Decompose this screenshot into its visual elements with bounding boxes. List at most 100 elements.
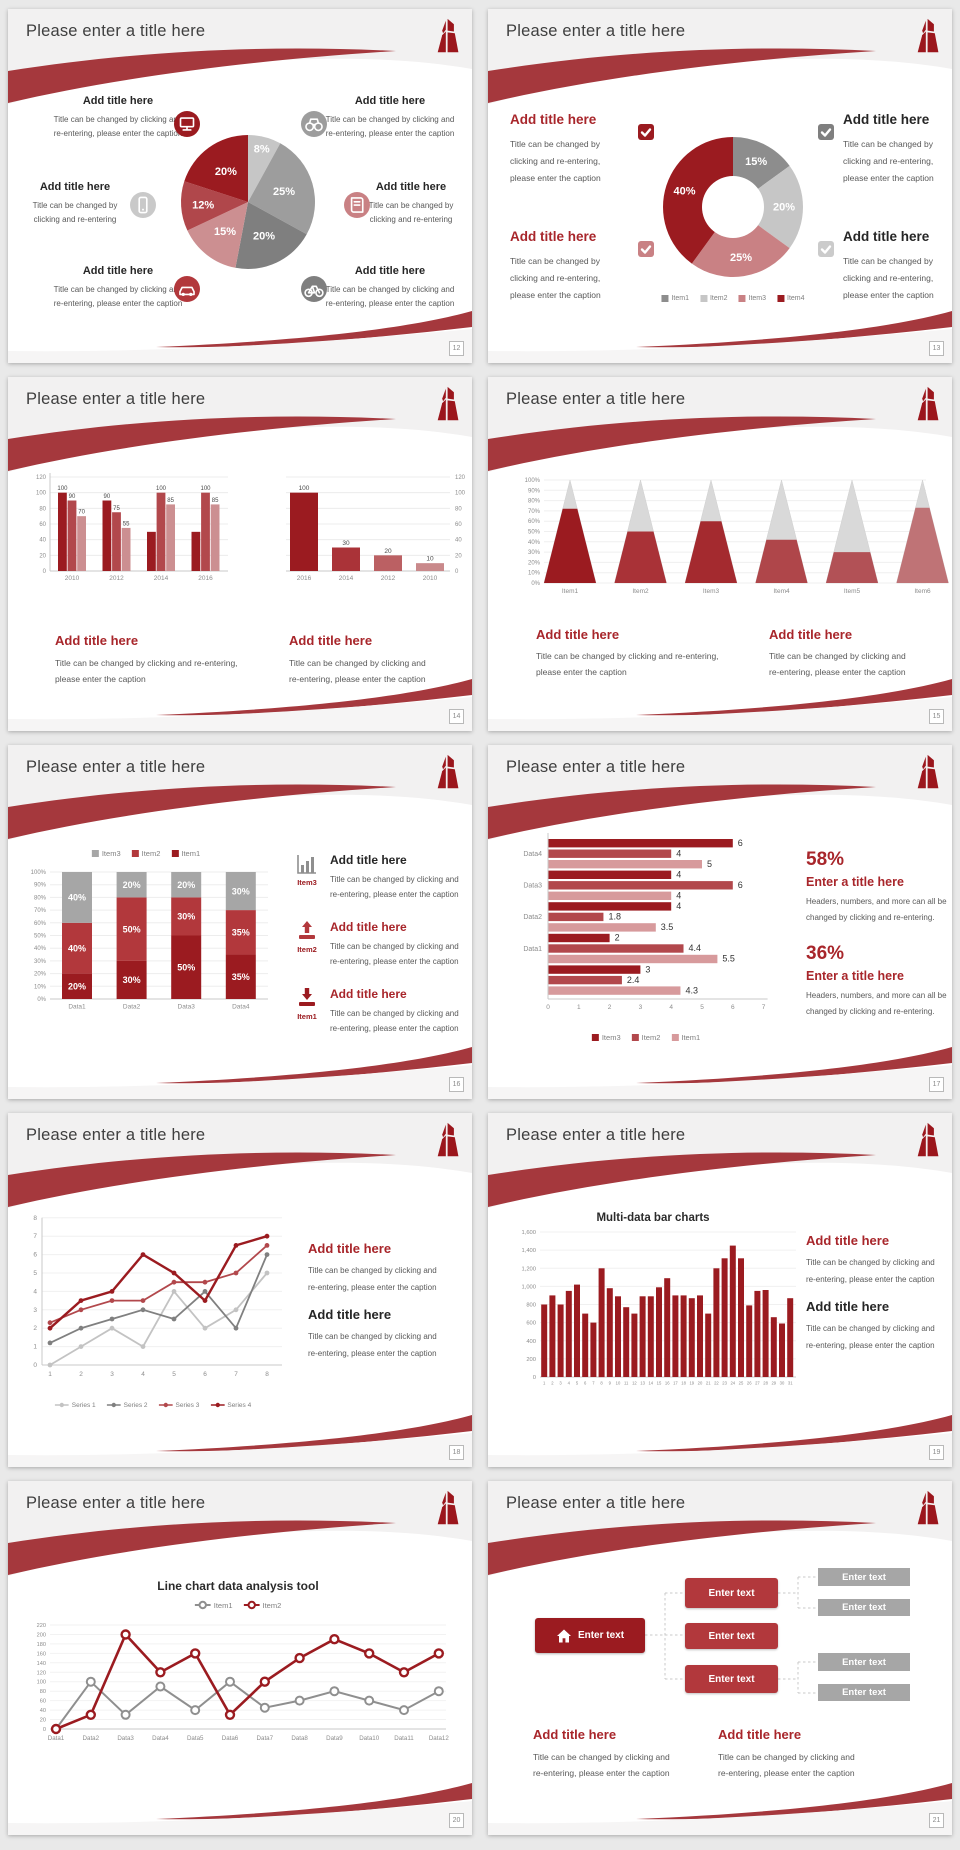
- footer-swoosh-decoration: [8, 311, 472, 363]
- svg-text:0: 0: [533, 1375, 536, 1381]
- svg-text:Data1: Data1: [48, 1735, 65, 1742]
- caption-line: Title can be changed by clicking and: [325, 115, 455, 124]
- caption-line: Title can be changed by clicking and: [308, 1266, 437, 1275]
- svg-text:Data4: Data4: [232, 1004, 250, 1011]
- svg-text:55: 55: [123, 521, 130, 527]
- svg-text:28: 28: [763, 1381, 768, 1386]
- slide-page-13[interactable]: Please enter a title here Add title here…: [488, 9, 952, 363]
- svg-text:100: 100: [37, 1680, 46, 1686]
- block-title: Add title here: [806, 1299, 890, 1314]
- svg-text:100: 100: [200, 486, 211, 492]
- legend-label: Item1: [681, 1033, 701, 1042]
- slide-title: Please enter a title here: [26, 22, 206, 40]
- slide-page-19[interactable]: Please enter a title here Multi-data bar…: [488, 1113, 952, 1467]
- brand-logo-icon: [917, 18, 939, 53]
- pie-chart: 8% 25% 20% 15% 12% 20%: [181, 135, 315, 269]
- slide-page-16[interactable]: Please enter a title here Item3 Item2 Item…: [8, 745, 472, 1099]
- svg-text:4: 4: [676, 848, 681, 858]
- legend-swatch: [699, 295, 707, 302]
- car-icon: [174, 276, 200, 302]
- page-number: 21: [929, 1813, 944, 1828]
- svg-text:40%: 40%: [673, 186, 695, 198]
- svg-text:20: 20: [40, 1718, 46, 1724]
- svg-text:50%: 50%: [528, 530, 541, 536]
- legend-label: Item2: [641, 1033, 661, 1042]
- svg-text:8: 8: [33, 1215, 37, 1222]
- svg-text:26: 26: [747, 1381, 752, 1386]
- legend: Item1 Item2: [194, 1600, 281, 1610]
- block-title: Add title here: [375, 181, 447, 193]
- legend-item: Series 1: [54, 1401, 96, 1409]
- svg-text:2010: 2010: [423, 575, 438, 582]
- block-title: Add title here: [536, 627, 620, 642]
- slide-page-21[interactable]: Please enter a title here Enter text Ente…: [488, 1481, 952, 1835]
- svg-text:50%: 50%: [34, 934, 47, 940]
- svg-text:40%: 40%: [68, 893, 86, 903]
- legend-swatch: [91, 850, 99, 857]
- caption-line: Title can be changed by: [510, 138, 600, 149]
- caption-line: Title can be changed by: [843, 255, 933, 266]
- header-swoosh-decoration: [488, 377, 952, 472]
- svg-text:40: 40: [40, 1708, 46, 1714]
- stat-title: Enter a title here: [806, 875, 904, 889]
- svg-text:8: 8: [265, 1371, 269, 1378]
- slide-page-17[interactable]: Please enter a title here 6 4 5 Data4 4 6 4 Dat…: [488, 745, 952, 1099]
- slide-page-14[interactable]: Please enter a title here 0 20 40 60 80 100 12…: [8, 377, 472, 731]
- svg-text:60%: 60%: [528, 519, 541, 525]
- page-number: 17: [929, 1077, 944, 1092]
- footer-swoosh-decoration: [8, 1047, 472, 1099]
- page-number: 14: [449, 709, 464, 724]
- svg-text:40: 40: [455, 538, 462, 544]
- legend-label: Series 1: [71, 1401, 96, 1409]
- slide-page-15[interactable]: Please enter a title here 0% 10% 20% 30% 40%…: [488, 377, 952, 731]
- flow-leaf-box: Enter text: [818, 1684, 910, 1701]
- legend: Item1 Item2 Item3 Item4: [661, 295, 805, 302]
- svg-text:12%: 12%: [192, 199, 214, 211]
- caption-line: clicking and re-entering,: [510, 272, 601, 283]
- slide-content: Item3 Item2 Item1 0% 10% 20% 30% 40% 50% 60% 70% 80…: [8, 745, 472, 1099]
- caption-line: Title can be changed by clicking and: [806, 1324, 935, 1333]
- svg-text:0: 0: [43, 569, 47, 575]
- svg-text:120: 120: [36, 475, 47, 481]
- item-label: Item1: [297, 1012, 317, 1021]
- block-title: Add title here: [843, 229, 930, 244]
- caption-line: re-entering, please enter the caption: [308, 1282, 437, 1292]
- slide-page-20[interactable]: Please enter a title here Line chart dat…: [8, 1481, 472, 1835]
- footer-swoosh-decoration: [488, 679, 952, 731]
- caption-line: re-entering, please enter the caption: [330, 957, 459, 966]
- caption-line: re-entering, please enter the caption: [325, 299, 455, 308]
- slide-page-18[interactable]: Please enter a title here 0 1 2 3 4 5 6 7 8 1 2 3 4 5…: [8, 1113, 472, 1467]
- block-title: Add title here: [510, 229, 597, 244]
- svg-text:3: 3: [559, 1381, 562, 1386]
- svg-text:3: 3: [110, 1371, 114, 1378]
- legend-item: Series 3: [158, 1401, 199, 1409]
- svg-text:3: 3: [645, 964, 650, 974]
- legend-item: Item3: [591, 1033, 621, 1042]
- legend-marker: [243, 1600, 260, 1610]
- caption-line: Title can be changed by: [843, 138, 933, 149]
- svg-text:70%: 70%: [528, 509, 541, 515]
- svg-text:Data6: Data6: [222, 1735, 239, 1742]
- brand-logo-icon: [917, 1490, 939, 1525]
- footer-swoosh-decoration: [8, 1783, 472, 1835]
- svg-text:18: 18: [681, 1381, 686, 1386]
- svg-text:1,200: 1,200: [521, 1266, 536, 1272]
- svg-text:8: 8: [600, 1381, 603, 1386]
- caption-line: Headers, numbers, and more can all be: [806, 991, 947, 1000]
- legend-swatch: [131, 850, 139, 857]
- svg-text:120: 120: [455, 475, 466, 481]
- block-title: Add title here: [769, 627, 853, 642]
- flow-leaf-box: Enter text: [818, 1653, 910, 1671]
- svg-text:20%: 20%: [773, 202, 795, 214]
- slide-page-12[interactable]: Please enter a title here Add title here…: [8, 9, 472, 363]
- caption-line: re-entering, please enter the caption: [325, 129, 455, 138]
- brand-logo-icon: [437, 754, 459, 789]
- svg-text:4: 4: [568, 1381, 571, 1386]
- svg-text:50%: 50%: [123, 924, 141, 934]
- brand-logo-icon: [917, 754, 939, 789]
- svg-text:5: 5: [172, 1371, 176, 1378]
- svg-text:2016: 2016: [198, 575, 213, 582]
- legend-item: Item1: [661, 295, 689, 302]
- svg-text:160: 160: [37, 1651, 46, 1657]
